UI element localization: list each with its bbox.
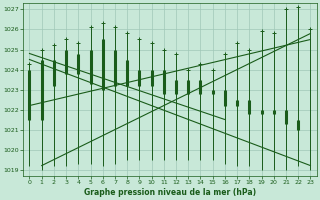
X-axis label: Graphe pression niveau de la mer (hPa): Graphe pression niveau de la mer (hPa) xyxy=(84,188,256,197)
